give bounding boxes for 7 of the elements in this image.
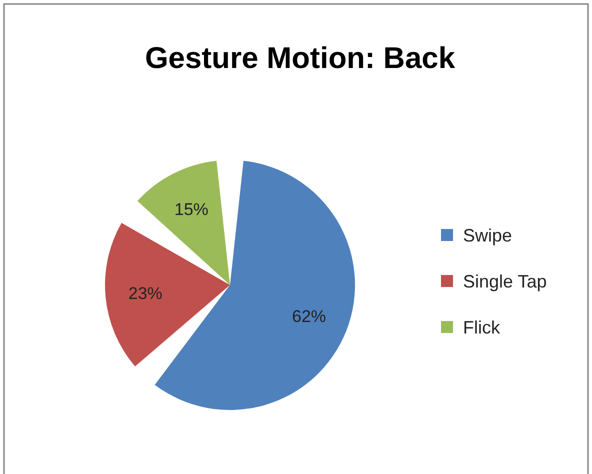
chart-title: Gesture Motion: Back <box>144 42 456 75</box>
legend-label: Flick <box>463 317 501 338</box>
legend-label: Single Tap <box>463 271 547 292</box>
legend-label: Swipe <box>463 225 512 246</box>
data-label: 23% <box>128 284 162 303</box>
data-label: 15% <box>174 200 208 220</box>
data-label: 62% <box>292 307 326 326</box>
